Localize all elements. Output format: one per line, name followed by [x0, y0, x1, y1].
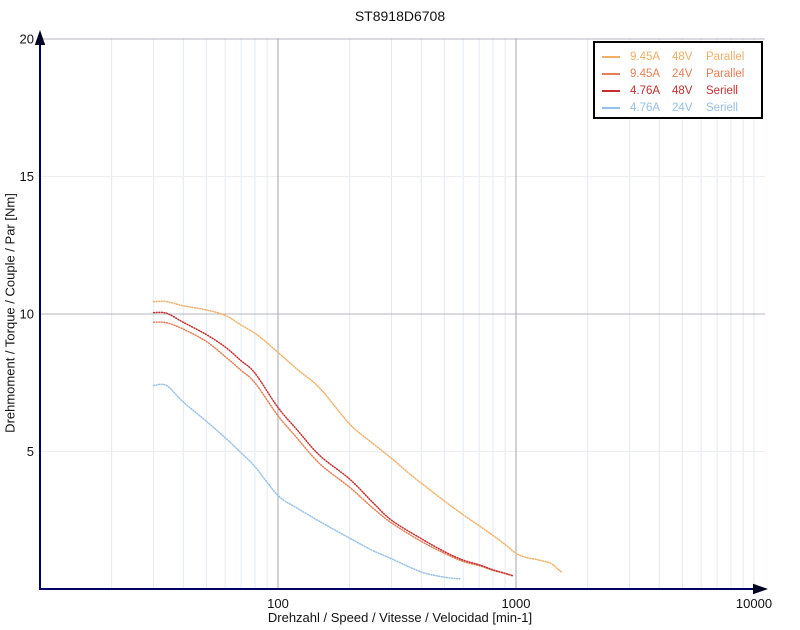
- legend-volts: 24V: [672, 101, 693, 114]
- curve-945a-24v-parallel: [152, 321, 514, 577]
- legend-mode: Seriell: [706, 101, 738, 114]
- legend: 9.45A 48V Parallel 9.45A 24V Parallel 4.…: [593, 41, 763, 119]
- legend-item-476a-24v-seriell: 4.76A 24V Seriell: [595, 99, 761, 116]
- legend-amps: 9.45A: [630, 67, 661, 80]
- curve-476a-24v-seriell: [152, 383, 461, 580]
- legend-volts: 48V: [672, 50, 693, 63]
- x-tick-label: 1000: [502, 596, 531, 611]
- legend-amps: 9.45A: [630, 50, 661, 63]
- legend-volts: 48V: [672, 84, 693, 97]
- legend-item-476a-48v-seriell: 4.76A 48V Seriell: [595, 82, 761, 99]
- curve-945a-48v-parallel: [152, 300, 563, 574]
- x-tick-label: 100: [267, 596, 289, 611]
- legend-volts: 24V: [672, 67, 693, 80]
- legend-mode: Seriell: [706, 84, 738, 97]
- chart-title: ST8918D6708: [354, 8, 446, 24]
- legend-item-945a-24v-parallel: 9.45A 24V Parallel: [595, 65, 761, 82]
- y-axis-arrow-icon: [34, 30, 46, 45]
- y-axis-label: Drehmoment / Torque / Couple / Par [Nm]: [2, 193, 18, 433]
- x-axis-label: Drehzahl / Speed / Vitesse / Velocidad […: [267, 610, 533, 625]
- legend-line-sample: [602, 106, 620, 109]
- legend-line-sample: [602, 55, 620, 58]
- y-tick-label: 5: [27, 444, 34, 459]
- legend-mode: Parallel: [706, 67, 745, 80]
- y-tick-label: 15: [20, 169, 34, 184]
- legend-line-sample: [602, 89, 620, 92]
- x-axis-arrow-icon: [753, 583, 768, 595]
- x-tick-label: 10000: [736, 596, 772, 611]
- curve-476a-48v-seriell: [152, 311, 514, 577]
- legend-mode: Parallel: [706, 50, 745, 63]
- legend-amps: 4.76A: [630, 101, 661, 114]
- legend-amps: 4.76A: [630, 84, 661, 97]
- y-tick-label: 20: [20, 32, 34, 47]
- legend-line-sample: [602, 72, 620, 75]
- legend-item-945a-48v-parallel: 9.45A 48V Parallel: [595, 48, 761, 65]
- y-tick-label: 10: [20, 307, 34, 322]
